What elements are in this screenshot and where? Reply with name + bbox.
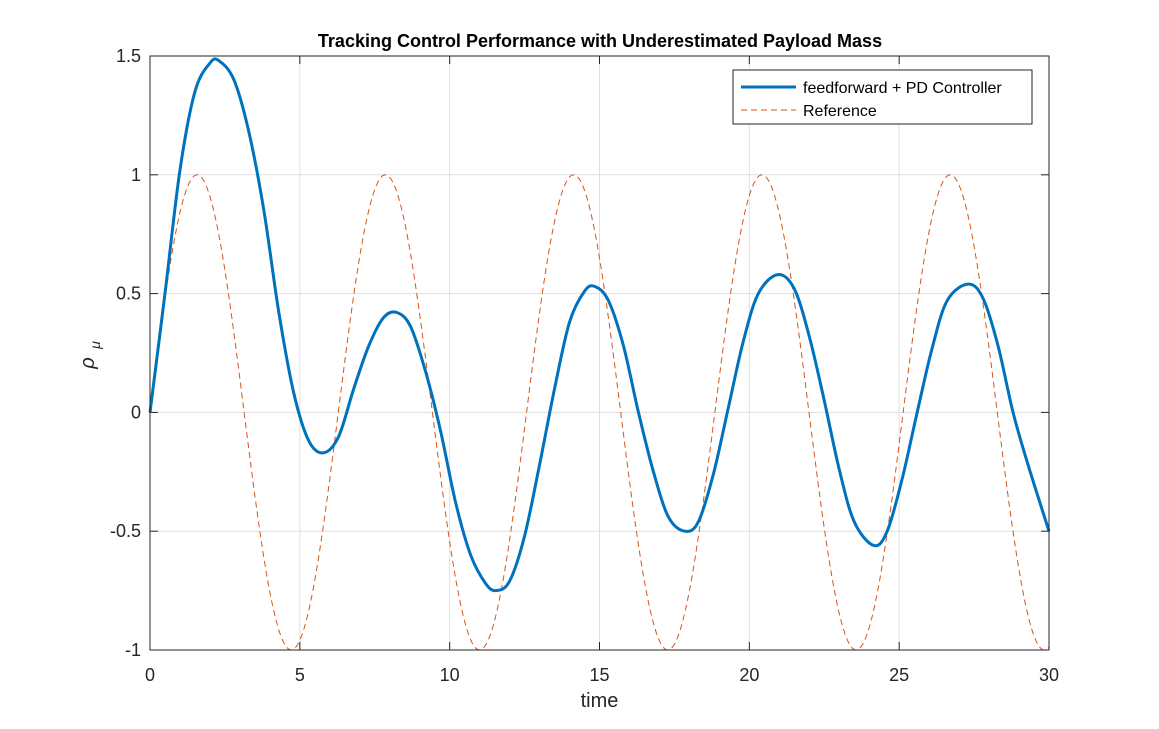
y-tick-label: 0	[131, 402, 141, 422]
x-tick-label: 25	[889, 665, 909, 685]
y-axis-label: ρ μ	[77, 341, 103, 370]
x-axis-label: time	[581, 690, 619, 712]
y-tick-label: 0.5	[116, 284, 141, 304]
x-tick-label: 5	[295, 665, 305, 685]
y-tick-label: 1	[131, 165, 141, 185]
legend-box	[732, 69, 1033, 125]
legend: feedforward + PD Controller Reference	[732, 69, 1033, 125]
tick-labels: 0 5 10 15 20 25 30 -1 -0.5 0 0.5 1 1.5	[110, 46, 1059, 685]
legend-label-reference: Reference	[803, 103, 877, 120]
plot-area	[148, 55, 1051, 651]
y-tick-label: -1	[125, 640, 141, 660]
series-line-controller	[148, 57, 1051, 593]
y-tick-label: 1.5	[116, 46, 141, 66]
y-axis-label-symbol: ρ	[77, 357, 99, 369]
x-tick-label: 0	[145, 665, 155, 685]
y-tick-label: -0.5	[110, 521, 141, 541]
chart-title: Tracking Control Performance with Undere…	[318, 31, 882, 51]
x-tick-label: 20	[739, 665, 759, 685]
series-layer	[148, 57, 1051, 651]
x-tick-label: 30	[1039, 665, 1059, 685]
x-tick-label: 15	[589, 665, 609, 685]
ticks-layer	[149, 55, 1050, 651]
x-tick-label: 10	[440, 665, 460, 685]
y-axis-label-subscript: μ	[87, 341, 103, 350]
series-line-reference	[149, 174, 1050, 651]
legend-label-controller: feedforward + PD Controller	[803, 80, 1002, 97]
